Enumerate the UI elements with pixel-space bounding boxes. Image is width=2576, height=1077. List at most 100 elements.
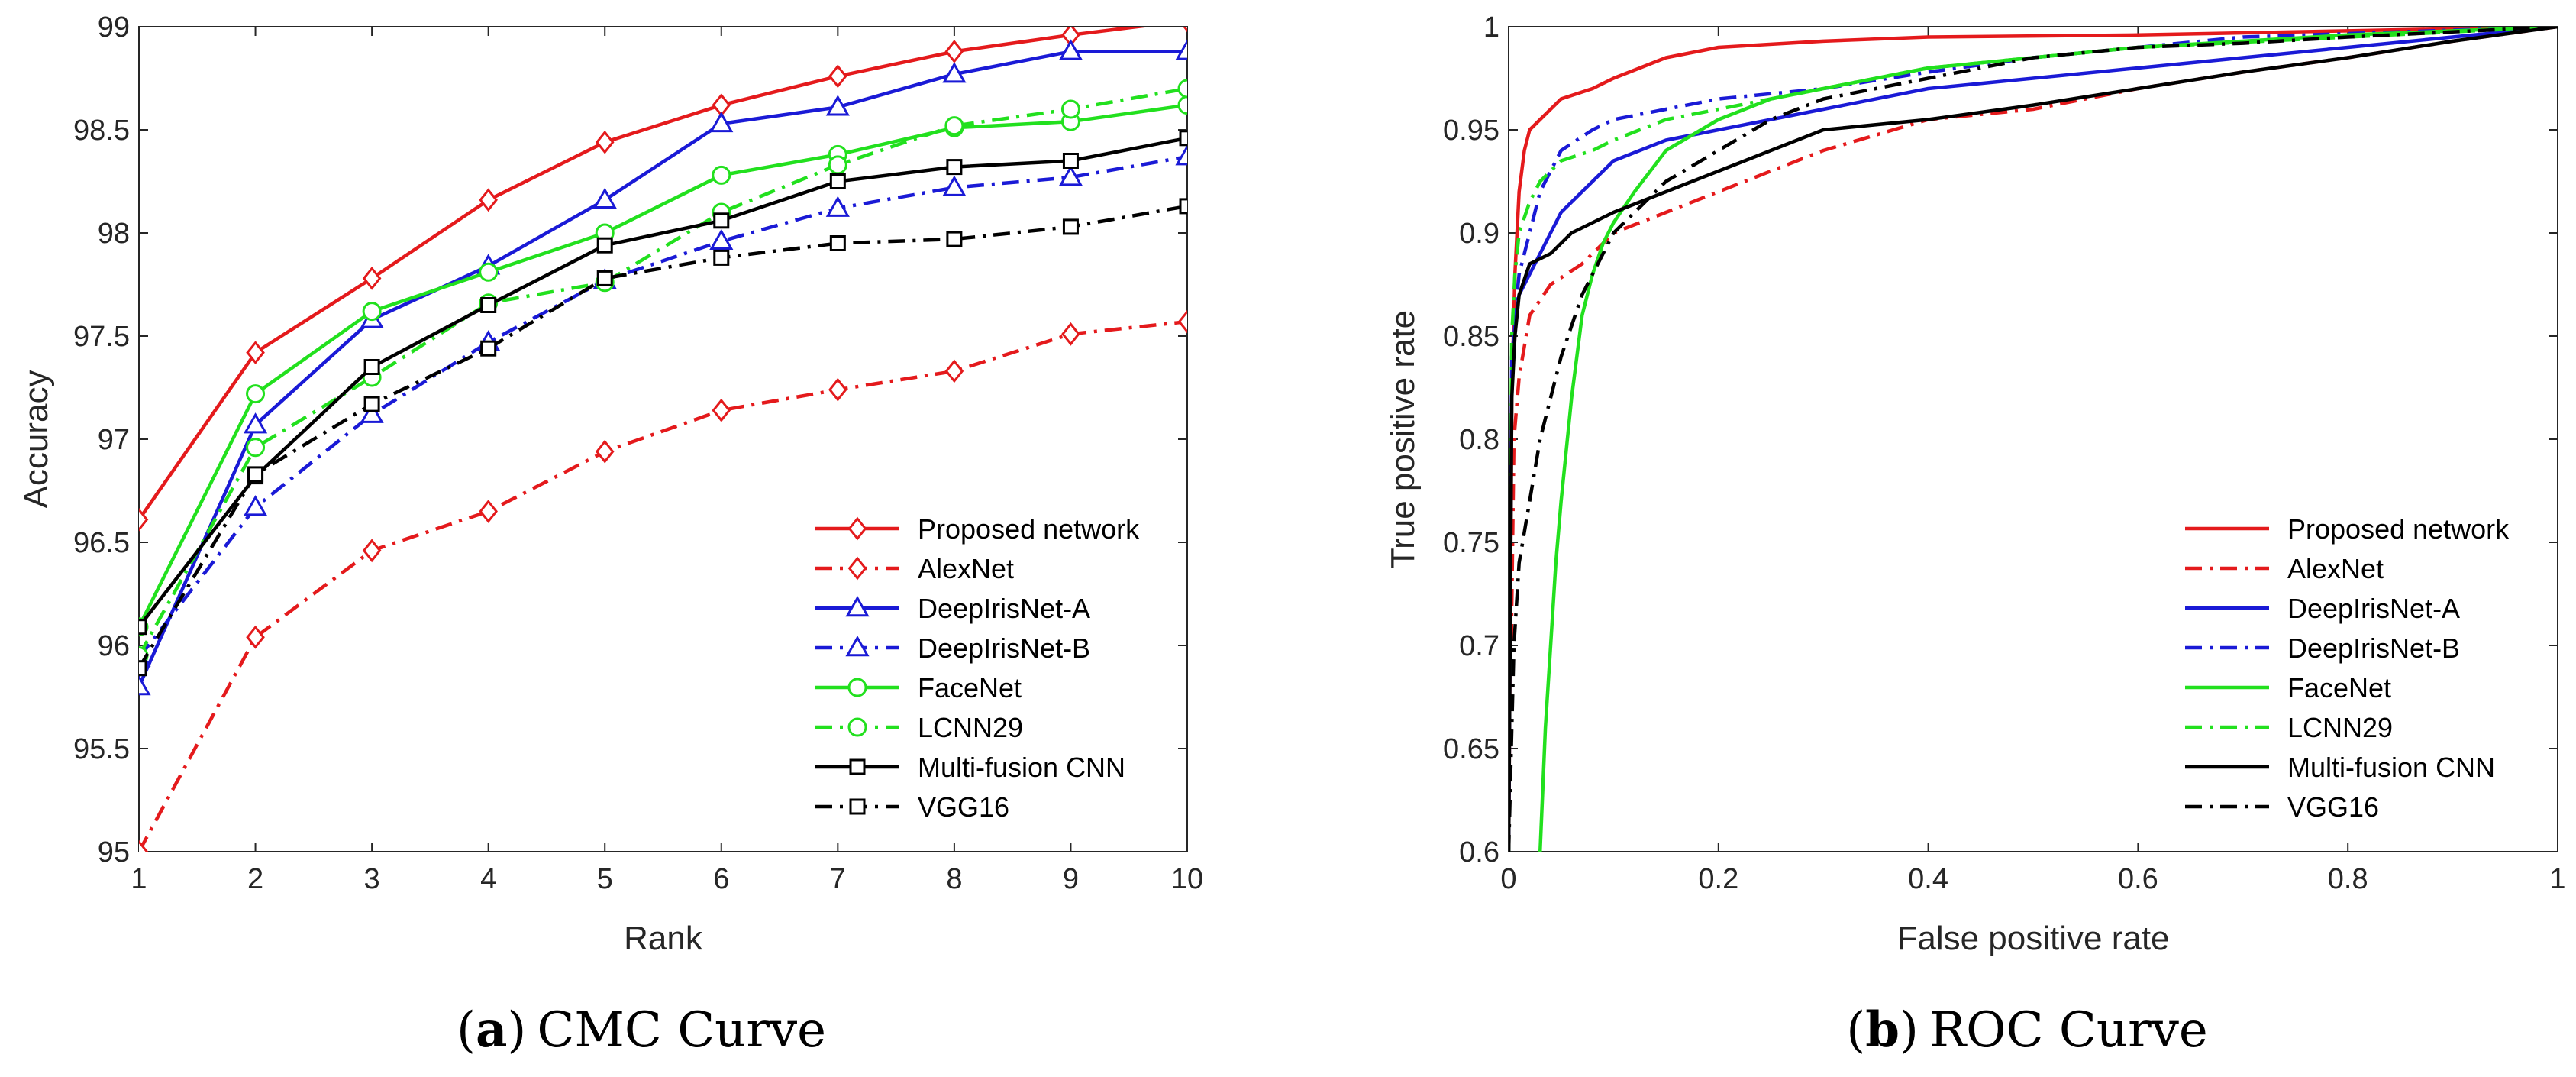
panelA-point-multi-fusion-cnn [946,159,963,176]
panelA-point-proposed-network [828,64,847,89]
panelA-point-multi-fusion-cnn [1062,153,1079,169]
panelA-point-lcnn29 [1060,99,1080,119]
panelA-point-proposed-network [139,507,149,532]
panelB-x-tick-label: 0.6 [2118,863,2158,895]
panelA-x-tick-label: 4 [480,863,496,895]
panelA-series-line-multi-fusion-cnn [139,136,1187,629]
panelA-point-deepirisnet-a [139,674,151,696]
panelA-point-facenet [362,302,382,322]
panelA-legend-marker-lcnn29 [847,717,867,737]
panelA-legend-label-facenet: FaceNet [918,672,1022,703]
roc-series-group [1509,27,2558,852]
panelA-legend-marker-alexnet [847,556,867,581]
roc-caption-close-paren: ) [1900,1002,1919,1059]
panelA-point-lcnn29 [1177,79,1187,99]
panelB-legend-label-deepirisnet-b: DeepIrisNet-B [2287,632,2460,664]
panelB-y-tick-label: 0.65 [1443,733,1499,765]
cmc-caption: (a) CMC Curve [457,1001,826,1059]
panelA-point-facenet [479,262,499,282]
panelA-legend-marker-deepirisnet-b [845,635,870,657]
panelB-x-tick-label: 0.2 [1698,863,1738,895]
cmc-caption-close-paren: ) [507,1002,526,1059]
roc-tick-labels: 0 0.2 0.4 0.6 0.8 1 0.6 0.65 0.7 0.75 0.8 0.85 0.9 0.… [1443,11,2566,895]
panelA-point-alexnet [828,377,847,402]
panelA-legend-marker-proposed-network [847,516,867,541]
panelA-point-deepirisnet-a [825,95,850,116]
cmc-y-axis-label: Accuracy [18,370,55,509]
panelB-y-tick-label: 1 [1483,11,1499,44]
panelA-y-tick-label: 97 [98,424,130,456]
panelA-point-lcnn29 [944,116,964,136]
panelA-point-proposed-network [246,341,265,365]
panelB-y-tick-label: 0.7 [1459,630,1499,662]
roc-caption: (b) ROC Curve [1846,1001,2207,1059]
cmc-x-axis-label: Rank [624,920,703,957]
roc-caption-text: ROC Curve [1929,1002,2208,1059]
panelA-legend-marker-vgg16 [849,798,866,815]
panelA-point-proposed-network [362,266,382,290]
panelB-legend-label-proposed-network: Proposed network [2287,513,2510,545]
panelA-point-vgg16 [713,249,730,266]
cmc-caption-text: CMC Curve [537,1002,826,1059]
panelA-x-tick-label: 1 [131,863,147,895]
panelA-series-line-deepirisnet-b [139,154,1187,659]
panelA-y-tick-label: 99 [98,11,130,44]
roc-caption-letter: b [1865,1001,1900,1059]
panelA-point-vgg16 [1179,198,1187,215]
panelB-legend-label-alexnet: AlexNet [2287,553,2384,584]
panelB-x-tick-label: 0.8 [2328,863,2368,895]
panelA-point-proposed-network [479,188,498,212]
panelA-y-tick-label: 96.5 [73,527,130,559]
panelB-x-tick-label: 1 [2549,863,2565,895]
panelB-series-line-vgg16 [1509,27,2558,852]
cmc-caption-open-paren: ( [457,1002,476,1059]
panelA-point-vgg16 [596,270,613,286]
panelB-axes-frame [1508,26,2558,852]
panelA-point-lcnn29 [828,155,847,175]
panelA-series-line-lcnn29 [139,86,1187,657]
panelB-series-line-proposed-network [1509,27,2558,852]
panelB-x-tick-label: 0 [1500,863,1516,895]
panelA-point-alexnet [246,625,265,649]
panelA-legend-label-deepirisnet-b: DeepIrisNet-B [918,632,1090,664]
panelA-point-deepirisnet-b [1058,165,1083,186]
panelA-point-vgg16 [139,660,147,677]
panelA-point-deepirisnet-b [709,228,734,251]
panelA-legend-label-multi-fusion-cnn: Multi-fusion CNN [918,752,1125,783]
panelA-point-multi-fusion-cnn [829,173,846,189]
panelA-point-vgg16 [946,231,963,247]
panelA-point-facenet [246,384,266,404]
panelB-legend-label-facenet: FaceNet [2287,672,2391,703]
cmc-series-group [139,27,1187,852]
panelA-series-line-proposed-network [139,27,1151,521]
panelA-legend-marker-multi-fusion-cnn [849,758,866,775]
panelB-x-tick-label: 0.4 [1908,863,1948,895]
panelB-y-tick-label: 0.9 [1459,218,1499,250]
panelB-y-tick-label: 0.6 [1459,836,1499,868]
panelB-y-tick-label: 0.8 [1459,424,1499,456]
panelB-legend-label-multi-fusion-cnn: Multi-fusion CNN [2287,752,2495,783]
panelA-series-line-vgg16 [139,204,1187,669]
panelA-point-lcnn29 [246,438,266,458]
panelA-series-line-facenet [139,103,1187,628]
panelB-series-line-alexnet [1509,27,2558,852]
panelA-point-facenet [712,165,731,185]
panelA-y-tick-label: 97.5 [73,321,130,353]
panelA-point-facenet [1177,95,1187,115]
roc-caption-open-paren: ( [1846,1002,1865,1059]
panelA-point-vgg16 [829,235,846,251]
panelA-x-tick-label: 9 [1063,863,1079,895]
panelB-series-line-lcnn29 [1509,27,2558,852]
cmc-caption-letter: a [476,1001,507,1059]
panelA-point-multi-fusion-cnn [1179,130,1187,147]
panelA-legend-label-deepirisnet-a: DeepIrisNet-A [918,593,1090,624]
roc-plot-area [1508,26,2558,852]
panelA-x-tick-label: 6 [713,863,729,895]
panelA-point-deepirisnet-a [1058,39,1083,60]
panelA-y-tick-label: 95 [98,836,130,868]
cmc-chart: 1 2 3 4 5 6 7 8 9 10 95 95.5 96 96.5 97 97.5 98 98.5 99 Ra… [18,11,1203,1059]
panelA-point-multi-fusion-cnn [480,297,497,313]
panelA-point-alexnet [139,839,149,852]
panelA-legend-marker-facenet [847,678,867,697]
cmc-legend: Proposed network AlexNet DeepIrisNet-A Deep… [815,513,1140,823]
